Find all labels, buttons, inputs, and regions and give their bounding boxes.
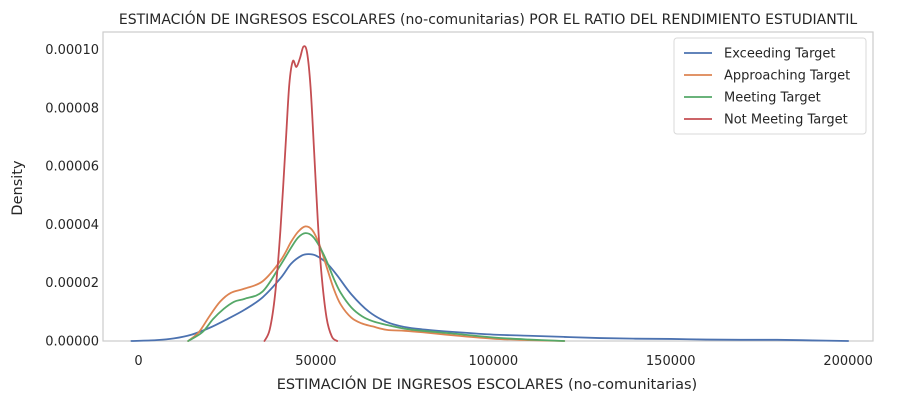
legend-entry: Exceeding Target (724, 47, 836, 62)
legend-entry: Meeting Target (724, 91, 821, 106)
x-tick-label: 100000 (469, 354, 519, 369)
y-tick-label: 0.00010 (45, 43, 99, 58)
x-tick-label: 50000 (295, 354, 336, 369)
series-line-exceeding-target (130, 253, 850, 342)
x-axis-label: ESTIMACIÓN DE INGRESOS ESCOLARES (no-com… (277, 375, 697, 393)
plot-frame (102, 31, 874, 342)
y-tick-label: 0.00002 (45, 276, 99, 291)
series-line-meeting-target (187, 232, 566, 342)
x-tick-label: 200000 (823, 354, 873, 369)
y-tick-label: 0.00000 (45, 335, 99, 350)
y-tick-label: 0.00008 (45, 101, 99, 116)
y-tick-label: 0.00006 (45, 160, 99, 175)
x-tick-label: 0 (134, 354, 142, 369)
y-axis-ticks: 0.00000 0.00002 0.00004 0.00006 0.00008 0.000… (45, 43, 99, 350)
density-lines (130, 45, 850, 342)
legend: Exceeding Target Approaching Target Meetin… (673, 37, 867, 135)
legend-box (673, 37, 867, 135)
x-axis-ticks: 0 50000 100000 150000 200000 (134, 354, 873, 369)
y-tick-label: 0.00004 (45, 218, 99, 233)
chart-title: ESTIMACIÓN DE INGRESOS ESCOLARES (no-com… (119, 10, 857, 28)
plot-border (102, 31, 874, 342)
legend-entry: Not Meeting Target (724, 113, 848, 128)
series-line-not-meeting-target (263, 45, 339, 342)
legend-entry: Approaching Target (724, 69, 850, 84)
series-line-approaching-target (187, 225, 566, 342)
y-axis-label: Density (10, 160, 26, 216)
x-tick-label: 150000 (646, 354, 696, 369)
